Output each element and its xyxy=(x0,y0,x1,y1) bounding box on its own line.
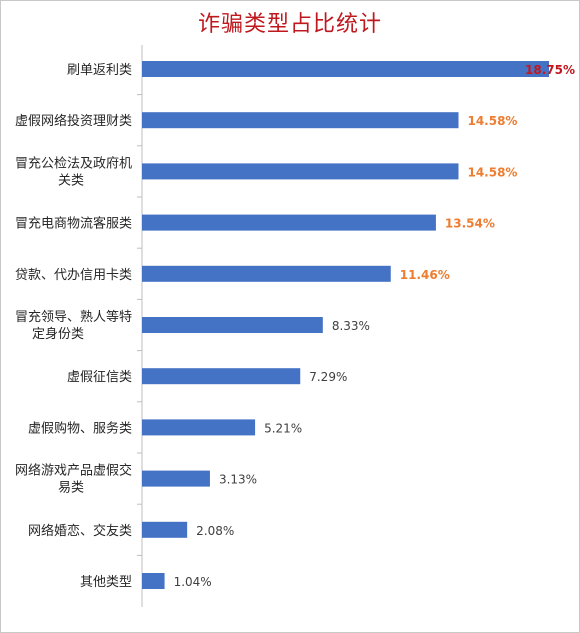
category-label-5: 冒充领导、熟人等特定身份类 xyxy=(15,309,132,342)
data-label-7: 5.21% xyxy=(264,421,302,435)
category-label-10: 其他类型 xyxy=(80,575,132,590)
bar-7 xyxy=(142,419,256,436)
bar-4 xyxy=(142,265,391,282)
bar-3 xyxy=(142,214,436,231)
bar-6 xyxy=(142,368,301,385)
bar-5 xyxy=(142,317,323,333)
category-label-0: 刷单返利类 xyxy=(67,63,132,78)
category-label-8: 网络游戏产品虚假交易类 xyxy=(15,463,132,496)
data-label-3: 13.54% xyxy=(445,217,495,231)
bar-0 xyxy=(142,61,549,77)
data-label-10: 1.04% xyxy=(174,575,212,589)
data-label-6: 7.29% xyxy=(309,370,347,384)
data-label-8: 3.13% xyxy=(219,473,257,487)
bar-8 xyxy=(142,470,210,487)
category-label-3: 冒充电商物流客服类 xyxy=(15,216,132,232)
data-label-5: 8.33% xyxy=(332,319,370,333)
chart-title: 诈骗类型占比统计 xyxy=(197,12,382,37)
bar-1 xyxy=(142,112,459,129)
category-label-2: 冒充公检法及政府机关类 xyxy=(15,155,132,188)
data-label-0: 18.75% xyxy=(525,63,575,77)
data-label-1: 14.58% xyxy=(467,114,517,128)
bar-9 xyxy=(142,521,188,538)
data-label-9: 2.08% xyxy=(196,524,234,538)
category-label-1: 虚假网络投资理财类 xyxy=(15,113,132,129)
bar-10 xyxy=(142,573,165,589)
data-label-2: 14.58% xyxy=(467,165,517,179)
category-label-7: 虚假购物、服务类 xyxy=(28,420,132,436)
bar-2 xyxy=(142,163,459,180)
category-label-6: 虚假征信类 xyxy=(67,370,132,385)
data-label-4: 11.46% xyxy=(400,268,450,282)
category-label-9: 网络婚恋、交友类 xyxy=(28,523,132,539)
category-label-4: 贷款、代办信用卡类 xyxy=(15,268,132,283)
